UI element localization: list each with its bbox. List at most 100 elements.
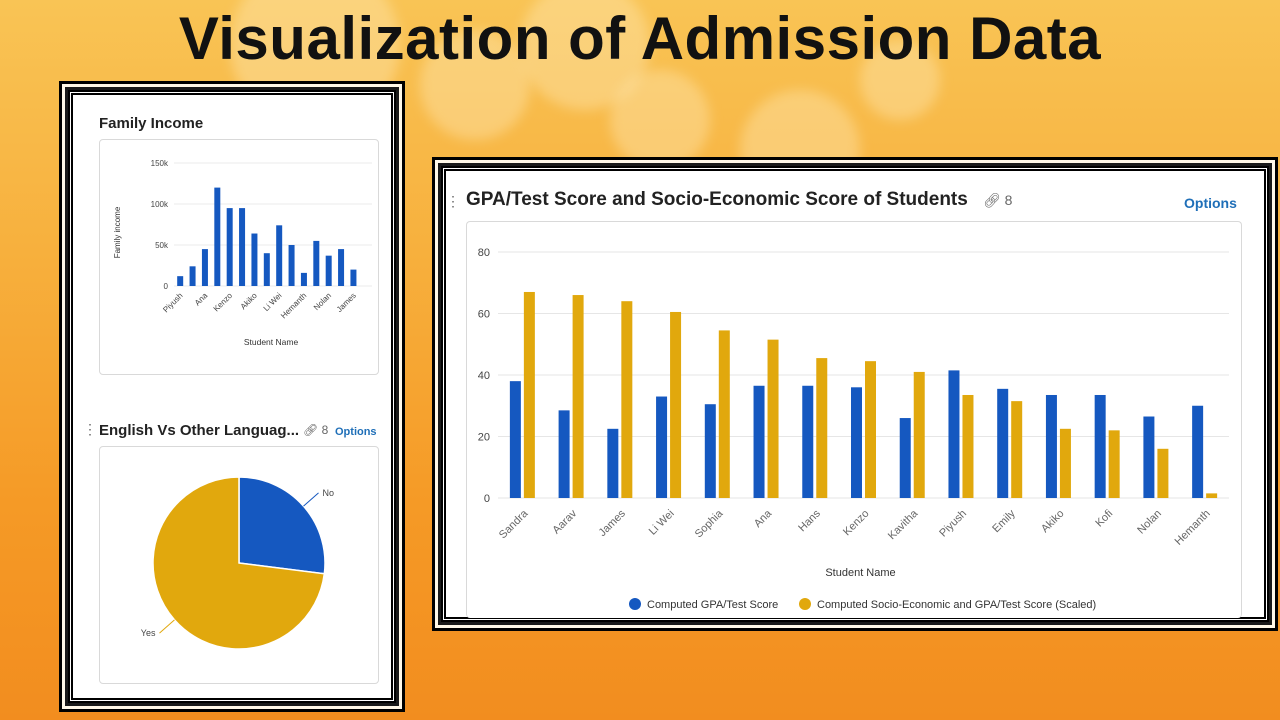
legend-label: Computed GPA/Test Score <box>647 599 778 611</box>
income-x-tick-label: James <box>335 291 358 314</box>
pie-label: No <box>323 488 335 498</box>
income-x-tick-label: Li Wei <box>262 291 284 313</box>
gpa-bar <box>948 370 960 498</box>
gpa-bar <box>753 385 765 498</box>
bokeh-light <box>610 70 710 170</box>
pie-slice-no <box>238 476 326 575</box>
right-dashboard-frame: ⋮ GPA/Test Score and Socio-Economic Scor… <box>438 163 1272 625</box>
socio-bar <box>523 291 535 498</box>
gpa-bar <box>509 381 521 498</box>
income-panel-title: Family Income <box>99 115 204 132</box>
income-bar <box>313 240 320 286</box>
gpa-x-tick-label: Sandra <box>497 507 531 541</box>
income-chart-card: 0 50k 100k 150k Piyush Ana Kenzo Akiko Li Wei Hem… <box>99 139 379 375</box>
income-bar <box>288 245 295 286</box>
socio-bar <box>670 311 682 498</box>
gpa-x-tick-label: Emily <box>990 507 1018 535</box>
income-bar <box>201 249 208 286</box>
gpa-x-tick-label: Kenzo <box>841 508 872 539</box>
gpa-bar <box>1045 394 1057 498</box>
drag-handle-icon[interactable]: ⋮ <box>446 193 460 209</box>
gpa-bar <box>656 396 668 498</box>
income-x-tick-label: Hemanth <box>279 291 308 320</box>
pie-label: Yes <box>141 628 156 638</box>
income-x-tick-label: Akiko <box>239 291 260 312</box>
language-link-count-value: 8 <box>321 423 329 437</box>
legend-marker <box>629 598 641 610</box>
gpa-bar <box>802 385 814 498</box>
income-bar <box>226 208 233 286</box>
gpa-x-tick-label: Aarav <box>550 507 579 536</box>
income-bar <box>263 253 270 286</box>
socio-bar <box>816 358 828 498</box>
income-x-tick-label: Ana <box>193 291 210 308</box>
page-title: Visualization of Admission Data <box>178 5 1102 72</box>
socio-bar <box>572 295 584 498</box>
socio-bar <box>913 371 925 498</box>
gpa-bar <box>1192 405 1204 498</box>
bokeh-light <box>520 0 650 110</box>
link-icon: 🔗︎ <box>303 423 319 437</box>
socio-bar <box>621 301 633 498</box>
bokeh-light <box>860 40 940 120</box>
income-y-tick-label: 0 <box>164 282 169 291</box>
income-x-tick-label: Nolan <box>312 291 333 312</box>
language-pie-chart: No Yes <box>141 476 335 650</box>
gpa-x-tick-label: Kofi <box>1093 508 1115 530</box>
income-y-tick-label: 100k <box>151 200 169 209</box>
language-panel-title: English Vs Other Languag... <box>99 422 300 439</box>
drag-handle-icon[interactable]: ⋮ <box>83 421 97 437</box>
income-bar <box>251 233 258 286</box>
income-bar <box>214 187 221 286</box>
language-chart-card: No Yes <box>99 446 379 684</box>
gpa-y-tick-label: 80 <box>478 247 490 259</box>
bokeh-light <box>420 30 530 140</box>
gpa-bar-chart: 0 20 40 60 80 Sandra Aarav James Li Wei Sophia Ana… <box>478 247 1229 611</box>
gpa-y-tick-label: 0 <box>484 493 490 505</box>
income-bar <box>239 208 246 286</box>
gpa-x-tick-label: Nolan <box>1135 508 1164 537</box>
gpa-x-tick-label: Hemanth <box>1173 508 1213 548</box>
income-x-tick-label: Piyush <box>161 291 184 314</box>
income-x-tick-label: Kenzo <box>212 291 235 314</box>
link-icon: 🔗︎ <box>983 192 1001 208</box>
gpa-y-tick-label: 20 <box>478 432 490 444</box>
socio-bar <box>1011 401 1023 498</box>
language-options-button[interactable]: Options <box>335 426 377 438</box>
language-link-count[interactable]: 🔗︎ 8 <box>303 423 328 437</box>
socio-bar <box>962 394 974 498</box>
pie-leader-line <box>303 492 319 507</box>
income-y-tick-label: 50k <box>155 241 169 250</box>
gpa-x-tick-label: Ana <box>752 507 775 530</box>
income-bar <box>325 255 332 286</box>
income-y-axis-label: Family income <box>113 206 122 258</box>
gpa-bar <box>1094 394 1106 498</box>
gpa-x-tick-label: Li Wei <box>647 508 677 538</box>
gpa-bar <box>899 418 911 498</box>
socio-bar <box>1108 430 1120 498</box>
income-bar <box>300 272 307 286</box>
gpa-x-tick-label: Hans <box>796 507 823 534</box>
socio-bar <box>767 339 779 498</box>
gpa-chart-card: 0 20 40 60 80 Sandra Aarav James Li Wei Sophia Ana… <box>466 221 1242 618</box>
socio-bar <box>865 361 876 498</box>
pie-leader-line <box>159 619 175 634</box>
gpa-bar <box>1143 416 1155 498</box>
gpa-x-axis-label: Student Name <box>825 567 895 579</box>
gpa-options-button[interactable]: Options <box>1184 195 1237 211</box>
left-dashboard-frame: Family Income 0 50k 100k 150k Piyush Ana Kenzo… <box>65 87 399 706</box>
income-bar <box>276 225 283 286</box>
gpa-x-tick-label: James <box>597 507 629 539</box>
income-x-axis-label: Student Name <box>244 337 299 347</box>
gpa-x-tick-label: Kavitha <box>886 507 921 542</box>
legend-label: Computed Socio-Economic and GPA/Test Sco… <box>817 599 1096 611</box>
income-y-tick-label: 150k <box>151 159 169 168</box>
gpa-bar <box>607 428 619 498</box>
gpa-x-tick-label: Sophia <box>693 507 726 540</box>
gpa-bar <box>704 404 716 498</box>
gpa-link-count-value: 8 <box>1004 192 1013 208</box>
gpa-link-count[interactable]: 🔗︎ 8 <box>983 192 1012 209</box>
socio-bar <box>1206 493 1218 498</box>
income-bar <box>177 276 184 286</box>
gpa-panel-title: GPA/Test Score and Socio-Economic Score … <box>466 189 968 210</box>
